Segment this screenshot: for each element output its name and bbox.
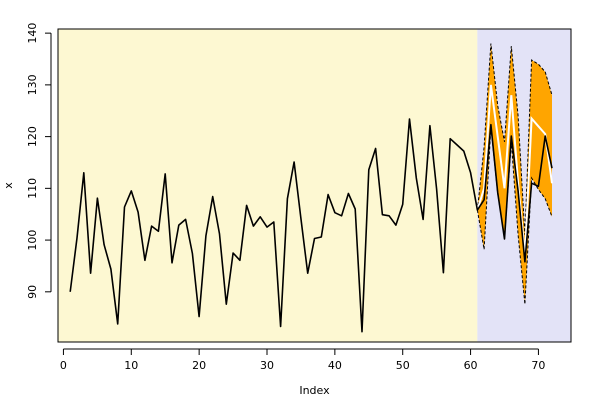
- x-tick-label: 70: [531, 359, 545, 372]
- forecast-band-layer: [477, 43, 552, 305]
- y-axis-title: x: [2, 182, 15, 189]
- plot-frame: [57, 28, 572, 343]
- x-axis-title: Index: [299, 384, 330, 397]
- upper-bound-line: [476, 43, 553, 235]
- y-tick-label: 100: [26, 230, 39, 251]
- y-tick-label: 90: [26, 285, 39, 299]
- y-axis: 90 100 110 120 130 140: [26, 23, 52, 299]
- forecast-band: [477, 43, 552, 305]
- x-tick-label: 20: [192, 359, 206, 372]
- series-lines: [69, 43, 553, 333]
- y-tick-label: 130: [26, 74, 39, 95]
- x-tick-label: 40: [328, 359, 342, 372]
- x-tick-label: 30: [260, 359, 274, 372]
- x-tick-label: 60: [464, 359, 478, 372]
- forecast-line: [476, 84, 553, 256]
- y-tick-label: 110: [26, 178, 39, 199]
- x-tick-label: 50: [396, 359, 410, 372]
- background-regions: [58, 29, 571, 342]
- lower-bound-line: [476, 126, 553, 305]
- y-tick-label: 140: [26, 23, 39, 44]
- y-tick-label: 120: [26, 126, 39, 147]
- x-axis: 0 10 20 30 40 50 60 70: [60, 348, 545, 372]
- actual-series-line: [69, 118, 553, 333]
- background-region-1: [58, 29, 478, 342]
- x-tick-label: 10: [124, 359, 138, 372]
- x-tick-label: 0: [60, 359, 67, 372]
